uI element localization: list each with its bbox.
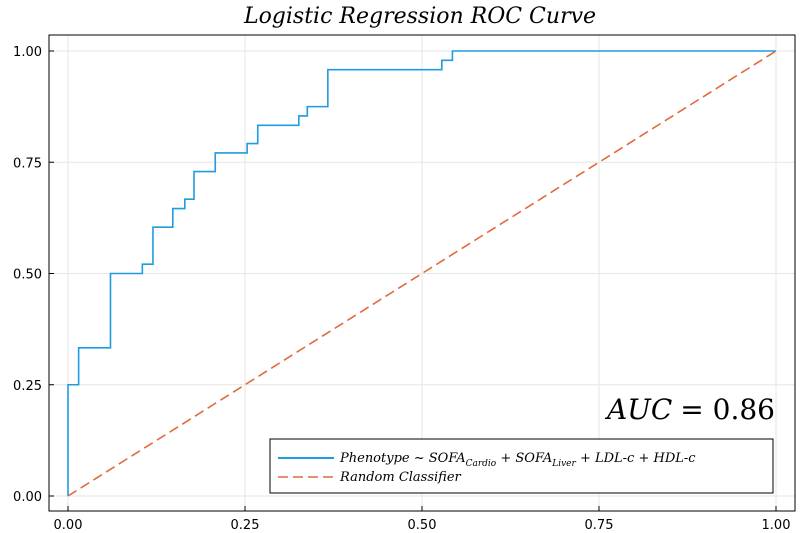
legend: Phenotype ~ SOFACardio + SOFALiver + LDL…: [269, 438, 774, 494]
y-tick-label: 0.00: [13, 490, 42, 505]
auc-label: AUC: [604, 393, 672, 426]
random-classifier-line: [67, 50, 777, 497]
x-tick-label: 1.00: [762, 518, 791, 533]
legend-roc-part-b: + SOFA: [496, 451, 552, 466]
legend-roc-sub-liver: Liver: [551, 459, 576, 469]
legend-roc-part-c: + LDL-c + HDL-c: [576, 451, 696, 466]
roc-curve-line: [67, 50, 776, 496]
auc-annotation: AUC = 0.86: [604, 393, 775, 426]
y-tick-label: 0.25: [13, 379, 42, 394]
legend-label-random: Random Classifier: [339, 470, 462, 485]
auc-value: = 0.86: [680, 393, 775, 426]
y-tick-label: 0.75: [13, 156, 42, 171]
y-tick-label: 0.50: [13, 268, 42, 283]
chart-title: Logistic Regression ROC Curve: [243, 4, 596, 29]
x-tick-label: 0.00: [54, 518, 83, 533]
legend-roc-part-a: Phenotype ~ SOFA: [339, 451, 466, 466]
x-tick-label: 0.50: [408, 518, 437, 533]
x-tick-label: 0.75: [585, 518, 614, 533]
legend-roc-sub-cardio: Cardio: [466, 459, 497, 469]
legend-box: [269, 438, 774, 494]
y-axis-ticks: 0.00 0.25 0.50 0.75 1.00: [13, 45, 54, 505]
legend-label-roc: Phenotype ~ SOFACardio + SOFALiver + LDL…: [339, 451, 696, 469]
series-layer: [67, 50, 777, 497]
y-tick-label: 1.00: [13, 45, 42, 60]
x-tick-label: 0.25: [231, 518, 260, 533]
x-axis-ticks: 0.00 0.25 0.50 0.75 1.00: [54, 506, 791, 533]
